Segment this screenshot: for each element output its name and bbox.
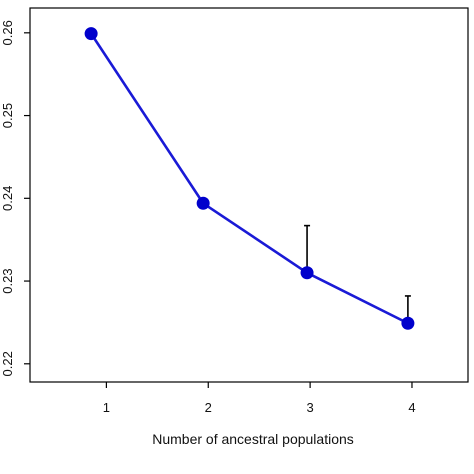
x-tick-label: 3 (306, 400, 313, 415)
y-axis: 0.22 0.23 0.24 0.25 0.26 (0, 20, 30, 376)
x-tick-label: 2 (205, 400, 212, 415)
x-axis-title: Number of ancestral populations (152, 431, 354, 447)
data-point (300, 266, 314, 280)
y-tick-label: 0.26 (0, 20, 15, 45)
series-line (90, 32, 409, 325)
data-point (196, 196, 210, 210)
data-point (401, 316, 415, 330)
y-tick-label: 0.22 (0, 351, 15, 376)
y-tick-label: 0.25 (0, 103, 15, 128)
x-axis: 1 2 3 4 (103, 382, 416, 415)
plot-frame (29, 7, 469, 383)
data-point (84, 27, 98, 41)
series-layer (84, 27, 415, 330)
x-tick-label: 4 (408, 400, 415, 415)
x-tick-label: 1 (103, 400, 110, 415)
y-tick-label: 0.23 (0, 268, 15, 293)
y-tick-label: 0.24 (0, 186, 15, 211)
